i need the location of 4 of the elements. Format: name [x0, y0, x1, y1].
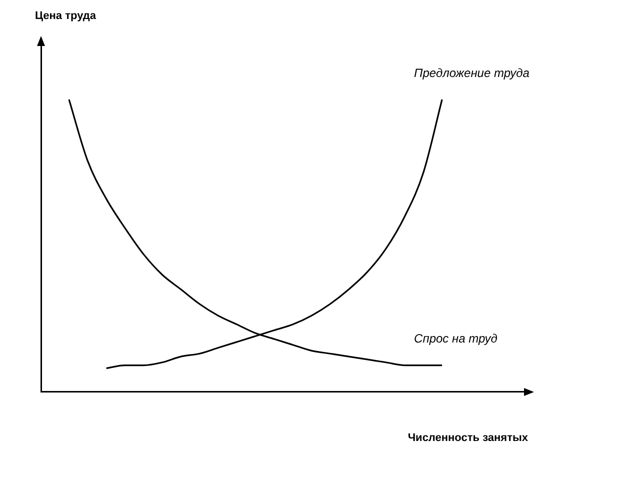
x-axis-title: Численность занятых	[408, 432, 528, 444]
text: Предложение труда	[414, 66, 530, 80]
text: Цена труда	[35, 10, 96, 22]
series-label: Спрос на труд	[414, 332, 498, 346]
